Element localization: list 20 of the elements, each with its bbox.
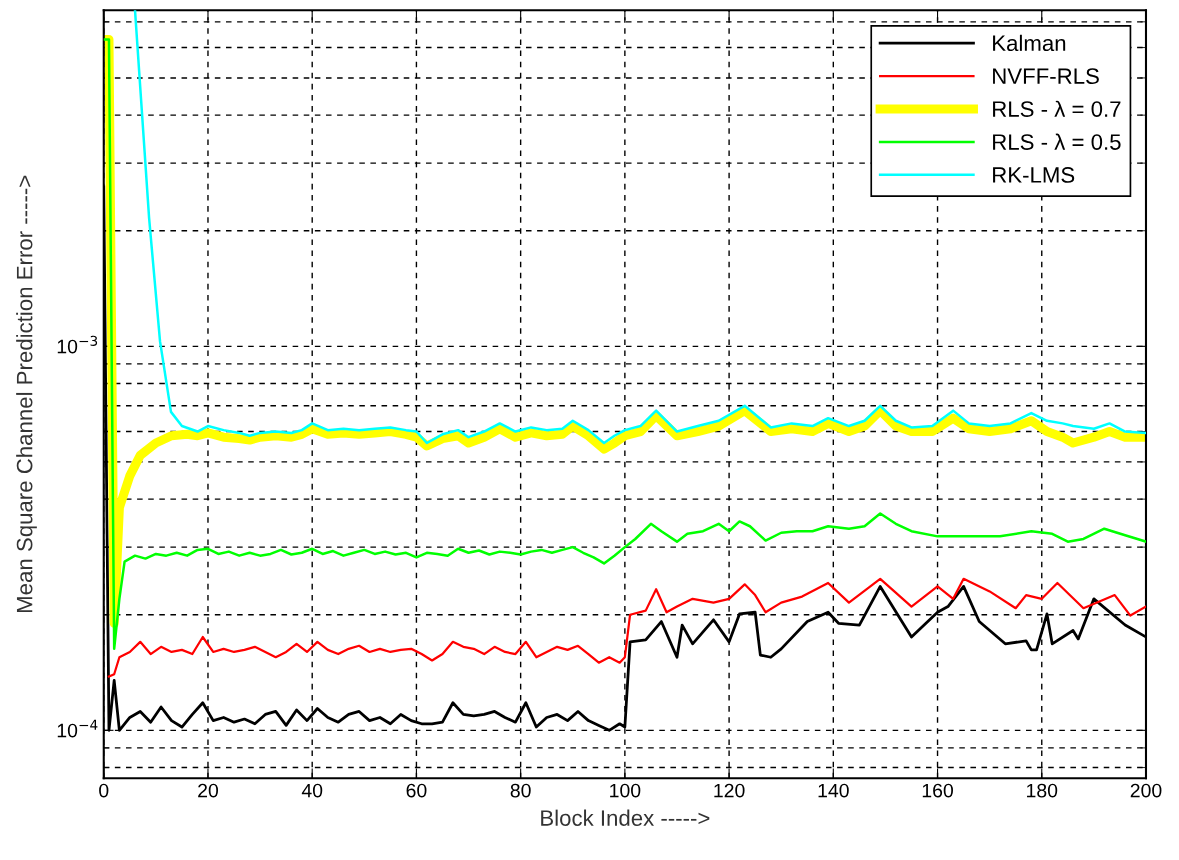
x-tick-label: 40 [301, 783, 323, 798]
x-tick-label: 180 [1027, 783, 1058, 798]
legend-label: RLS - λ = 0.7 [993, 100, 1121, 117]
x-tick-label: 0 [99, 783, 109, 798]
x-tick-label: 20 [198, 783, 219, 798]
x-axis-title: Block Index -----> [541, 809, 710, 826]
legend-label: NVFF-RLS [993, 68, 1099, 85]
y-axis-title: Mean Square Channel Prediction Error -----> [16, 175, 37, 613]
x-tick-label: 160 [922, 783, 953, 798]
x-tick-label: 140 [818, 783, 849, 798]
x-tick-label: 200 [1130, 783, 1162, 798]
x-tick-label: 100 [610, 783, 641, 798]
legend-label: Kalman [993, 34, 1066, 52]
y-tick-label: 10$^{−4}$ [57, 719, 98, 738]
x-tick-label: 120 [714, 783, 745, 798]
legend-label: RLS - λ = 0.5 [993, 133, 1121, 150]
x-tick-label: 60 [406, 783, 427, 798]
y-tick-label: 10$^{−3}$ [57, 335, 98, 354]
x-tick-label: 80 [510, 783, 531, 798]
legend-label: RK-LMS [993, 167, 1075, 183]
